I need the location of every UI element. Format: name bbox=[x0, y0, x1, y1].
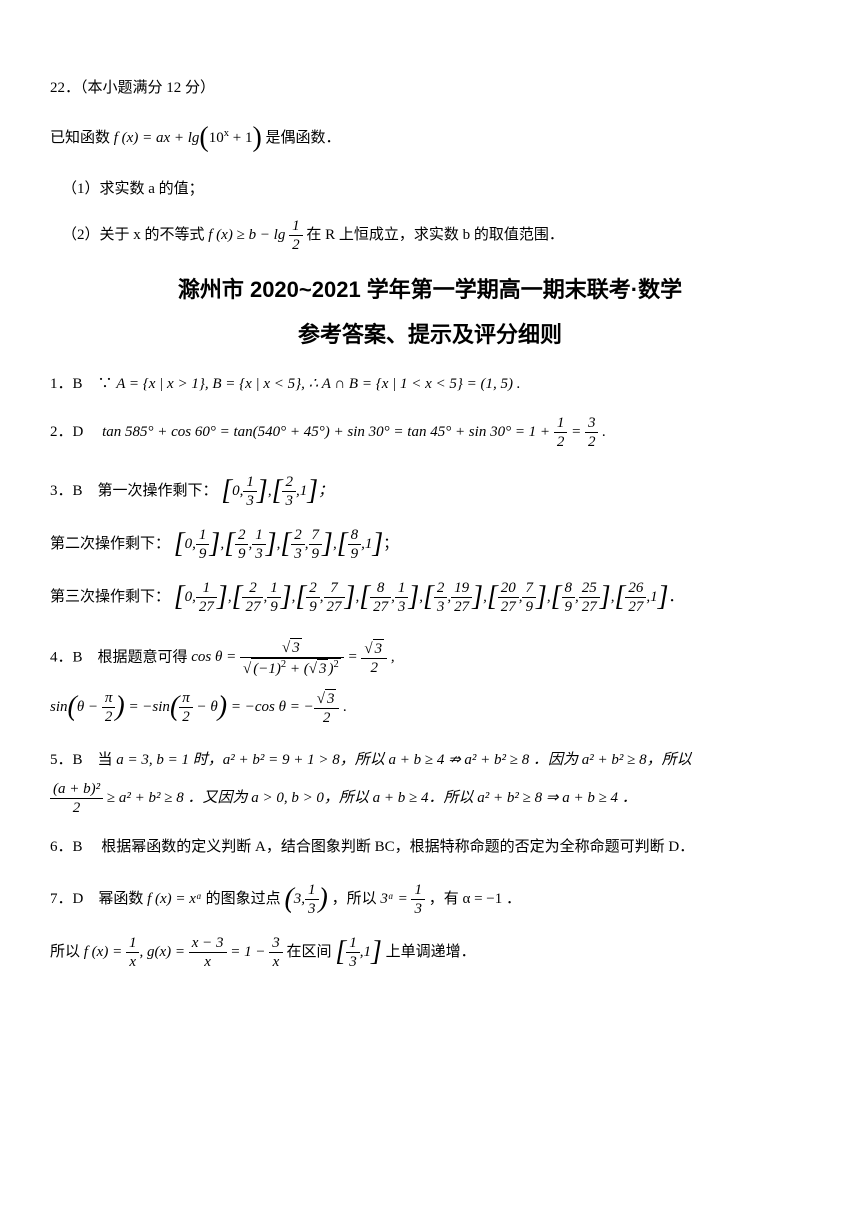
q22-stem-pre: 已知函数 bbox=[50, 130, 114, 146]
ans-2-body: tan 585° + cos 60° = tan(540° + 45°) + s… bbox=[102, 424, 606, 440]
ans-3-line1: 3．B 第一次操作剩下： [0,13],[23,1]； bbox=[50, 469, 810, 514]
ans-7-label: 7．D 幂函数 bbox=[50, 891, 147, 907]
q22-stem: 已知函数 f (x) = ax + lg(10x + 1) 是偶函数． bbox=[50, 116, 810, 161]
ans-5-body2: (a + b)²2 ≥ a² + b² ≥ 8 ．又因为 a > 0, b > … bbox=[50, 780, 810, 817]
q22-header: 22．（本小题满分 12 分） bbox=[50, 76, 810, 100]
ans-3-step3: [0,127],[227,19],[29,727],[827,13],[23,1… bbox=[174, 589, 669, 605]
ans-3-line3: 第三次操作剩下： [0,127],[227,19],[29,727],[827,… bbox=[50, 575, 810, 620]
q22-fx: f (x) = ax + lg(10x + 1) bbox=[114, 130, 266, 146]
q22-p2-post: 在 R 上恒成立，求实数 b 的取值范围． bbox=[306, 227, 564, 243]
ans-6-body: 根据幂函数的定义判断 A，结合图象判断 BC，根据特称命题的否定为全称命题可判断… bbox=[101, 839, 694, 855]
ans-5-body1: a = 3, b = 1 时，a² + b² = 9 + 1 > 8，所以 a … bbox=[116, 752, 691, 768]
q22-p2-fx: f (x) ≥ b − lg bbox=[208, 227, 285, 243]
ans-7-line2: 所以 f (x) = 1x, g(x) = x − 3x = 1 − 3x 在区… bbox=[50, 930, 810, 975]
q22-p2-frac: 12 bbox=[289, 217, 303, 254]
page-subtitle: 参考答案、提示及评分细则 bbox=[50, 317, 810, 352]
ans-2: 2．D tan 585° + cos 60° = tan(540° + 45°)… bbox=[50, 414, 810, 451]
q22-stem-post: 是偶函数． bbox=[266, 130, 341, 146]
ans-7: 7．D 幂函数 f (x) = xᵅ 的图象过点 (3,13) ，所以 3ᵅ =… bbox=[50, 877, 810, 975]
ans-4-body1: cos θ = √3√(−1)2 + (√3)2 = √32 , bbox=[191, 649, 394, 665]
page: 22．（本小题满分 12 分） 已知函数 f (x) = ax + lg(10x… bbox=[50, 76, 810, 975]
page-title: 滁州市 2020~2021 学年第一学期高一期末联考·数学 bbox=[50, 272, 810, 307]
q22-p1: （1）求实数 a 的值； bbox=[62, 177, 810, 201]
ans-5: 5．B 当 a = 3, b = 1 时，a² + b² = 9 + 1 > 8… bbox=[50, 748, 810, 817]
ans-7-fx: f (x) = xᵅ bbox=[147, 891, 202, 907]
ans-3-step2: [0,19],[29,13],[23,79],[89,1] bbox=[174, 536, 384, 552]
ans-3-line2: 第二次操作剩下： [0,19],[29,13],[23,79],[89,1]； bbox=[50, 522, 810, 567]
ans-1-label: 1．B ∵ bbox=[50, 376, 116, 392]
ans-4-body2: sin(θ − π2) = −sin(π2 − θ) = −cos θ = −√… bbox=[50, 686, 810, 731]
ans-5-label: 5．B 当 bbox=[50, 752, 116, 768]
ans-1-body: A = {x | x > 1}, B = {x | x < 5}, ∴ A ∩ … bbox=[116, 376, 520, 392]
q22-p2-pre: （2）关于 x 的不等式 bbox=[62, 227, 208, 243]
ans-4-label: 4．B 根据题意可得 bbox=[50, 649, 191, 665]
ans-6-label: 6．B bbox=[50, 839, 98, 855]
ans-2-label: 2．D bbox=[50, 424, 98, 440]
ans-1: 1．B ∵ A = {x | x > 1}, B = {x | x < 5}, … bbox=[50, 372, 810, 396]
ans-3: 3．B 第一次操作剩下： [0,13],[23,1]； 第二次操作剩下： [0,… bbox=[50, 469, 810, 619]
ans-6: 6．B 根据幂函数的定义判断 A，结合图象判断 BC，根据特称命题的否定为全称命… bbox=[50, 835, 810, 859]
q22-p2: （2）关于 x 的不等式 f (x) ≥ b − lg 12 在 R 上恒成立，… bbox=[62, 217, 810, 254]
ans-4: 4．B 根据题意可得 cos θ = √3√(−1)2 + (√3)2 = √3… bbox=[50, 638, 810, 731]
